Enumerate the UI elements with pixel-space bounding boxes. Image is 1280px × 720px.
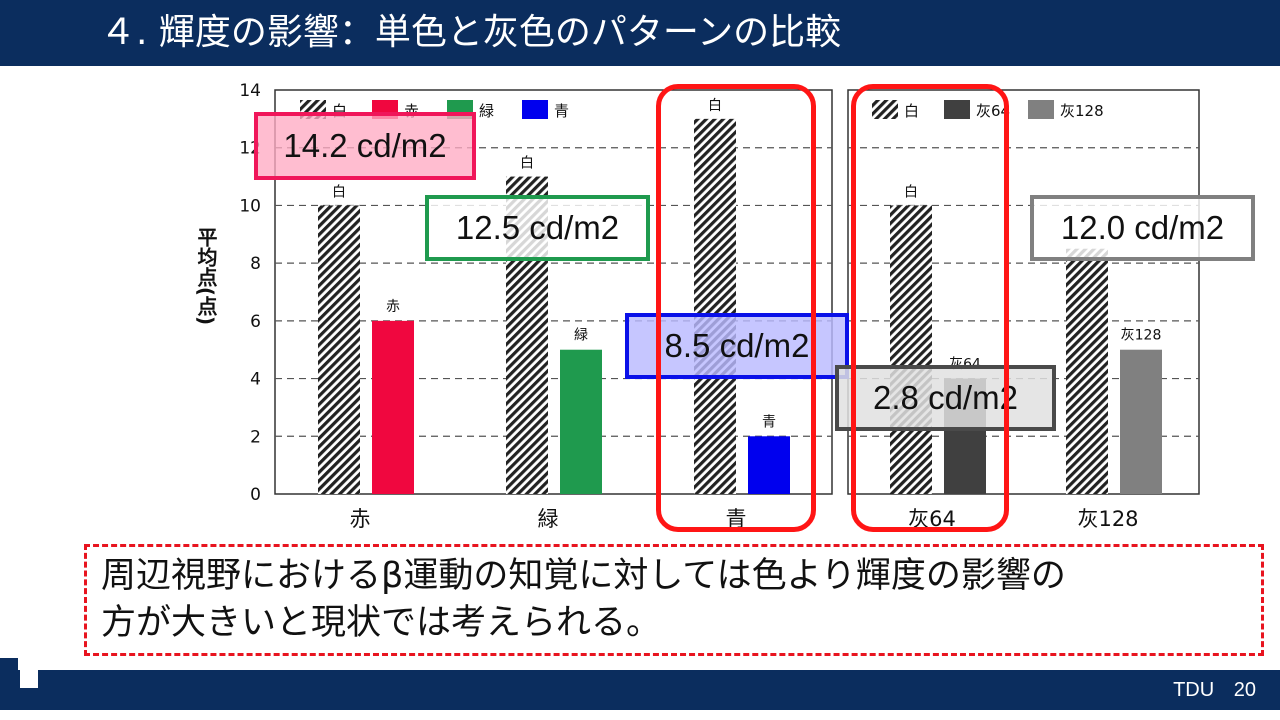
legend-label: 灰64: [976, 102, 1010, 120]
highlight-blue-column: [656, 84, 816, 532]
footer: TDU 20: [1173, 676, 1256, 704]
legend-swatch: [872, 100, 898, 119]
legend-label: 白: [904, 102, 919, 120]
footer-decoration: [20, 670, 38, 688]
footer-bar: [0, 670, 1280, 710]
y-axis-label: 平均点(点): [194, 227, 218, 325]
y-tick-label: 10: [239, 196, 261, 216]
legend-label: 緑: [479, 102, 494, 120]
plot-frame: [274, 89, 833, 495]
page-number: 20: [1233, 679, 1256, 701]
bar-label-white: 白: [904, 184, 918, 200]
bar-white-赤: [318, 205, 360, 494]
bar-label-青: 青: [762, 414, 776, 430]
luminance-label: 12.0 cd/m2: [1030, 195, 1255, 261]
footer-decoration: [0, 658, 18, 676]
conclusion-line-1: 周辺視野におけるβ運動の知覚に対しては色より輝度の影響の: [101, 556, 1066, 596]
bar-white-青: [694, 118, 736, 494]
luminance-label: 12.5 cd/m2: [425, 195, 650, 261]
slide-title: ４. 輝度の影響：単色と灰色のパターンの比較: [100, 12, 842, 53]
bar-label-緑: 緑: [574, 328, 588, 344]
bar-label-white: 白: [708, 98, 722, 114]
legend-label: 青: [554, 102, 569, 120]
y-tick-label: 14: [239, 81, 261, 101]
x-category-label: 緑: [538, 507, 559, 531]
legend-swatch: [522, 100, 548, 119]
x-category-label: 青: [726, 507, 747, 531]
y-tick-label: 2: [250, 427, 261, 447]
bar-灰128: [1120, 349, 1162, 494]
y-tick-label: 0: [250, 485, 261, 505]
title-bar: [0, 0, 1280, 66]
bar-white-灰128: [1066, 248, 1108, 494]
bar-label-赤: 赤: [386, 299, 400, 315]
highlight-gray64-column: [851, 84, 1009, 532]
footer-org: TDU: [1173, 679, 1215, 701]
conclusion-box: 周辺視野におけるβ運動の知覚に対しては色より輝度の影響の 方が大きいと現状では考…: [84, 544, 1264, 656]
luminance-label: 14.2 cd/m2: [254, 112, 476, 180]
y-tick-label: 8: [250, 254, 261, 274]
bar-label-white: 白: [520, 156, 534, 172]
conclusion-line-2: 方が大きいと現状では考えられる。: [101, 603, 662, 643]
legend-swatch: [1028, 100, 1054, 119]
y-tick-label: 4: [250, 370, 261, 390]
x-category-label: 赤: [350, 507, 371, 531]
bar-青: [748, 436, 790, 494]
legend-label: 灰128: [1060, 102, 1104, 120]
bar-label-灰128: 灰128: [1121, 328, 1162, 344]
plot-frame: [847, 89, 1200, 495]
luminance-label: 2.8 cd/m2: [835, 365, 1056, 431]
y-tick-label: 6: [250, 312, 261, 332]
legend-swatch: [944, 100, 970, 119]
bar-緑: [560, 349, 602, 494]
x-category-label: 灰128: [1077, 507, 1138, 531]
bar-赤: [372, 320, 414, 494]
bar-white-灰64: [890, 205, 932, 494]
bar-label-white: 白: [332, 184, 346, 200]
